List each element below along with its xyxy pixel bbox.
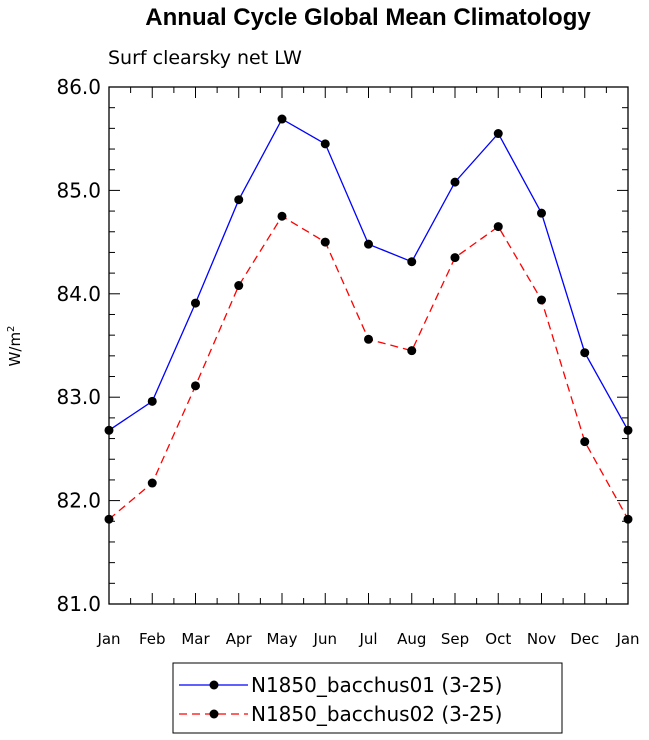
data-point [450,177,460,187]
y-tick-label: 82.0 [56,489,101,513]
data-point [580,437,590,447]
y-tick-label: 83.0 [56,385,101,409]
data-point [537,208,546,218]
data-point [191,381,200,391]
data-point [450,253,460,263]
data-point [493,129,503,139]
data-point [104,425,114,435]
data-point [234,195,244,205]
x-tick-label: Jul [358,630,377,648]
data-point [320,139,330,149]
x-tick-label: Dec [570,630,599,648]
plot-frame [108,86,629,605]
data-point [147,478,157,488]
legend-marker-2 [209,709,219,719]
y-tick-label: 85.0 [56,178,101,202]
chart-subtitle: Surf clearsky net LW [108,47,302,69]
data-point [320,237,330,247]
series-layer [104,114,633,524]
x-tick-label: Sep [441,630,469,648]
y-tick-label: 84.0 [56,282,101,306]
data-point [623,425,633,435]
legend-label-1: N1850_bacchus01 (3-25) [251,673,502,697]
axis-ticks [108,86,629,605]
data-point [364,239,373,249]
data-point [147,396,157,406]
y-axis-label: W/m2 [6,326,24,367]
y-tick-label: 81.0 [56,592,101,616]
series-line-2 [108,215,629,520]
data-point [493,222,503,232]
data-point [580,348,590,358]
data-point [407,346,417,356]
x-tick-label: Apr [226,630,253,648]
legend-marker-1 [209,680,219,690]
chart-title: Annual Cycle Global Mean Climatology [145,4,591,31]
x-tick-label: Jun [313,630,337,648]
x-tick-label: Jan [96,630,120,648]
x-tick-label: Mar [181,630,210,648]
data-point [364,334,373,344]
y-tick-label: 86.0 [56,75,101,99]
x-tick-label: May [266,630,297,648]
legend-label-2: N1850_bacchus02 (3-25) [251,702,502,726]
x-tick-label: Jan [615,630,639,648]
data-point [537,295,546,305]
x-tick-label: Nov [527,630,556,648]
data-point [407,257,417,267]
tick-labels: 81.0 82.0 83.0 84.0 85.0 86.0 Jan Feb Mar Apr May J… [56,75,639,648]
data-point [277,211,287,221]
x-tick-label: Feb [139,630,166,648]
legend: N1850_bacchus01 (3-25) N1850_bacchus02 (3… [172,662,563,734]
series-line-1 [108,118,629,431]
data-point [623,514,633,524]
data-point [191,298,200,308]
x-tick-label: Oct [485,630,511,648]
data-point [277,114,287,124]
legend-box [172,662,563,734]
plot-axes [108,86,629,605]
data-point [104,514,114,524]
data-point [234,281,244,291]
x-tick-label: Aug [397,630,426,648]
